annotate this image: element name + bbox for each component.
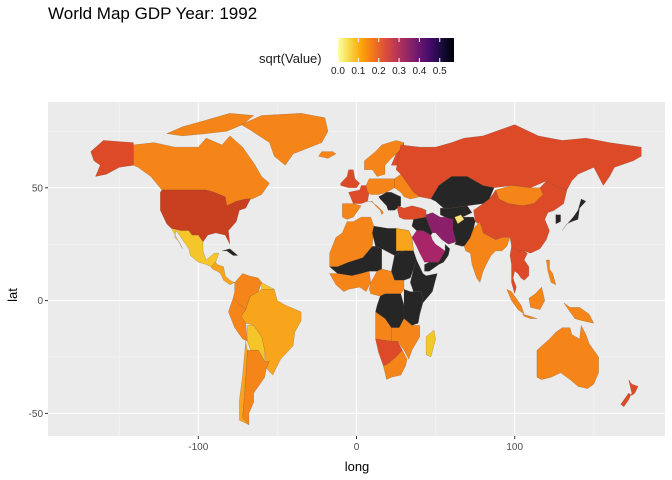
y-tick-label: 0 <box>37 296 43 307</box>
country-middle-east <box>411 216 433 236</box>
country-arctic-islands <box>166 113 255 137</box>
country-chile <box>239 341 250 425</box>
country-indochina <box>509 246 530 295</box>
country-alaska <box>90 140 134 177</box>
country-greenland <box>240 113 329 166</box>
country-cuba <box>221 248 239 256</box>
legend-break-label: 0.5 <box>432 66 447 77</box>
country-iberia <box>342 203 362 220</box>
country-yemen-oman <box>424 243 450 272</box>
country-indonesia-borneo <box>528 286 545 310</box>
country-south-africa <box>383 349 408 380</box>
country-ukraine-belarus <box>394 173 421 200</box>
country-new-guinea <box>563 302 595 324</box>
country-korea-japan <box>555 214 561 225</box>
country-australia <box>536 324 599 389</box>
legend-break-label: 0.1 <box>351 66 366 77</box>
legend-break-label: 0.0 <box>331 66 345 77</box>
country-japan <box>562 198 587 231</box>
country-philippines <box>546 259 557 286</box>
x-tick-label: 100 <box>506 442 523 453</box>
legend-colorbar <box>338 38 454 62</box>
country-turkey <box>397 205 427 220</box>
legend-title: sqrt(Value) <box>259 51 322 66</box>
chart-title: World Map GDP Year: 1992 <box>48 4 258 23</box>
country-madagascar <box>425 329 436 358</box>
country-ethiopia-somalia <box>410 259 438 304</box>
x-tick-label: -100 <box>188 442 208 453</box>
country-italy <box>367 201 384 216</box>
country-canada <box>133 135 270 207</box>
y-tick-label: -50 <box>29 409 44 420</box>
country-indonesia-sumatra <box>506 288 525 315</box>
legend-break-label: 0.4 <box>412 66 427 77</box>
country-iceland <box>318 151 337 159</box>
legend-break-label: 0.2 <box>371 66 386 77</box>
y-axis-title: lat <box>5 288 20 302</box>
country-indonesia-java <box>522 313 537 319</box>
country-west-africa-coast <box>329 271 371 292</box>
country-uk-ireland <box>340 169 360 188</box>
country-peru-ecuador <box>228 298 248 342</box>
x-axis-title: long <box>345 459 370 474</box>
country-yellow-spot <box>454 214 465 225</box>
x-tick-label: 0 <box>354 442 360 453</box>
legend-labels: 0.0 0.1 0.2 0.3 0.4 0.5 <box>330 66 470 80</box>
y-tick-label: 50 <box>32 183 44 194</box>
country-india <box>463 221 511 283</box>
country-central-asia <box>440 205 473 222</box>
country-mexico <box>171 228 220 267</box>
country-new-zealand <box>620 379 639 407</box>
legend-break-label: 0.3 <box>392 66 406 77</box>
